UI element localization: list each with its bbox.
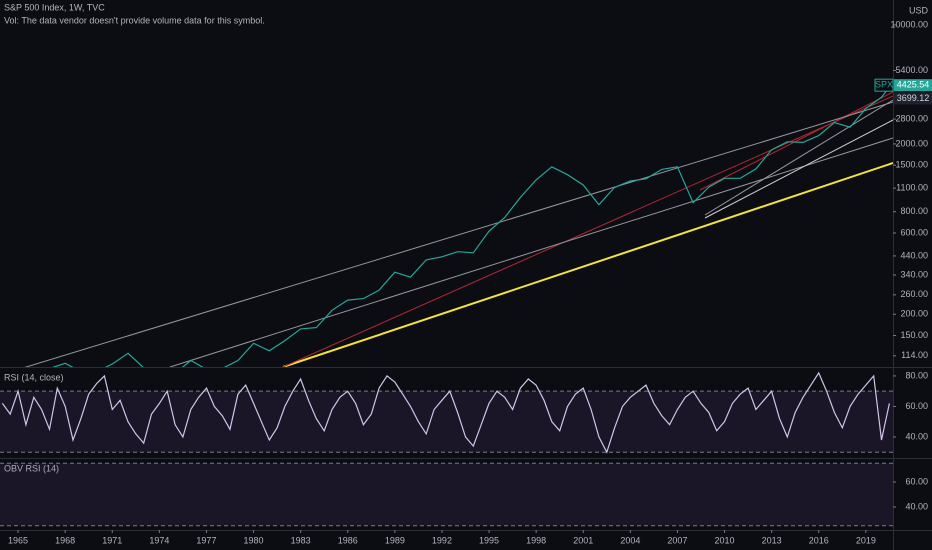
level-band — [0, 391, 893, 453]
data-line — [52, 84, 892, 367]
panel-title: OBV RSI (14) — [4, 463, 59, 473]
x-tick-label: 1995 — [479, 535, 499, 545]
last-price-label: 4425.54 — [897, 80, 930, 90]
y-tick-label: 150.00 — [900, 330, 928, 340]
last-price-box — [894, 79, 932, 92]
x-tick-label: 1986 — [338, 535, 358, 545]
y-tick-label: 1100.00 — [896, 183, 928, 193]
y-tick-label: 2800.00 — [895, 113, 928, 123]
x-tick-label: 1968 — [55, 535, 75, 545]
y-tick-label: 40.00 — [905, 501, 928, 511]
drawings — [24, 91, 893, 367]
y-tick-label: 200.00 — [900, 309, 928, 319]
symbol-tag: SPX — [875, 80, 893, 90]
chart-title: S&P 500 Index, 1W, TVC — [4, 2, 105, 12]
x-tick-label: 1971 — [102, 535, 122, 545]
y-tick-label: 1500.00 — [895, 160, 928, 170]
x-tick-label: 1998 — [526, 535, 546, 545]
y-tick-label: 40.00 — [905, 431, 928, 441]
currency: USD — [909, 5, 929, 15]
x-tick-label: 1965 — [8, 535, 28, 545]
trend-line — [282, 95, 893, 367]
trend-line — [704, 119, 893, 219]
plot-area — [52, 84, 892, 367]
trend-line — [699, 91, 893, 191]
y-tick-label: 60.00 — [905, 476, 928, 486]
plot-area — [1, 371, 890, 454]
x-tick-label: 2010 — [715, 535, 735, 545]
x-tick-label: 1980 — [244, 535, 264, 545]
trend-line — [24, 101, 893, 367]
trend-line — [704, 99, 893, 216]
x-tick-label: 2013 — [762, 535, 782, 545]
x-tick-label: 2001 — [573, 535, 593, 545]
y-tick-label: 800.00 — [900, 206, 928, 216]
y-tick-label: 600.00 — [900, 227, 928, 237]
y-tick-label: 340.00 — [900, 269, 928, 279]
y-tick-label: 2000.00 — [895, 138, 928, 148]
x-tick-label: 2016 — [809, 535, 829, 545]
data-line — [1, 371, 890, 454]
x-tick-label: 1992 — [432, 535, 452, 545]
x-tick-label: 1974 — [149, 535, 169, 545]
symbol-tag-box — [874, 78, 894, 92]
y-tick-label: 80.00 — [905, 370, 928, 380]
trend-line — [282, 162, 893, 367]
y-tick-label: 60.00 — [905, 401, 928, 411]
y-tick-label: 5400.00 — [895, 65, 928, 75]
panel-title: RSI (14, close) — [4, 372, 64, 382]
x-tick-label: 1977 — [196, 535, 216, 545]
level-band — [0, 463, 893, 526]
y-tick-label: 260.00 — [900, 289, 928, 299]
y-tick-label: 440.00 — [900, 250, 928, 260]
x-tick-label: 2007 — [667, 535, 687, 545]
chart-subtitle: Vol: The data vendor doesn't provide vol… — [4, 15, 265, 25]
alert-price-label: 3699.12 — [897, 93, 930, 103]
y-tick-label: 114.00 — [901, 350, 928, 360]
y-tick-label: 10000.00 — [890, 19, 928, 29]
x-tick-label: 2019 — [856, 535, 876, 545]
x-tick-label: 1983 — [291, 535, 311, 545]
trend-line — [169, 137, 893, 367]
x-tick-label: 1989 — [385, 535, 405, 545]
x-tick-label: 2004 — [620, 535, 640, 545]
alert-price-box — [894, 92, 932, 105]
